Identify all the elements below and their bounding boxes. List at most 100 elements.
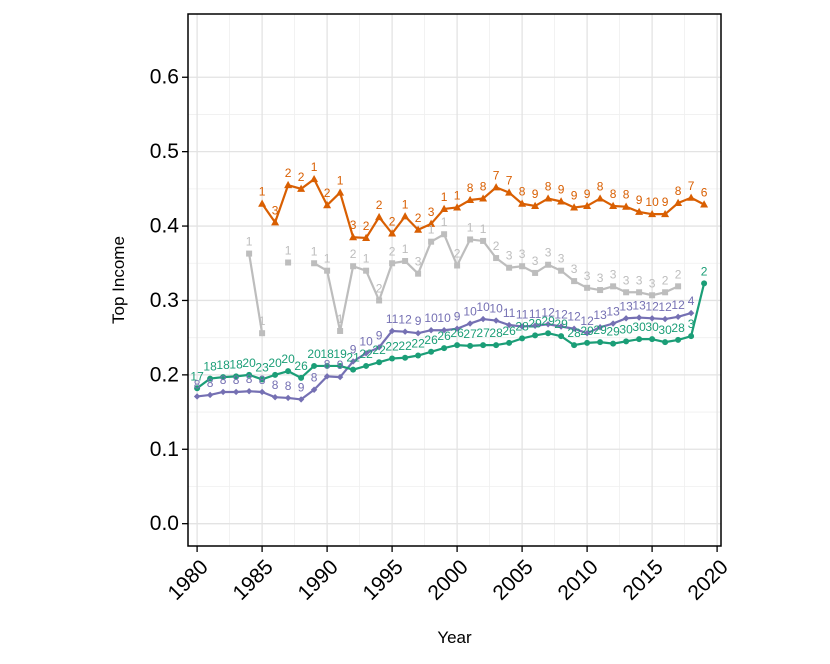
series-3	[193, 309, 695, 403]
data-point	[622, 315, 630, 322]
data-point	[675, 283, 682, 290]
data-label: 3	[688, 317, 695, 331]
x-tick-label: 1995	[359, 555, 408, 604]
data-point	[271, 393, 279, 401]
data-label: 26	[450, 326, 464, 340]
data-label: 30	[658, 323, 672, 337]
data-label: 2	[701, 264, 708, 278]
data-point	[311, 362, 318, 369]
series-1	[258, 174, 709, 241]
data-point	[440, 327, 448, 334]
data-label: 10	[645, 195, 659, 209]
data-label: 8	[675, 184, 682, 198]
data-label: 1	[285, 244, 292, 258]
data-label: 1	[402, 197, 409, 211]
data-label: 27	[463, 327, 477, 341]
data-label: 22	[411, 337, 425, 351]
data-point	[662, 289, 669, 296]
data-point	[570, 203, 579, 211]
data-label: 3	[610, 267, 617, 281]
data-point	[232, 388, 240, 396]
data-label: 23	[255, 360, 269, 374]
data-label: 11	[386, 312, 399, 326]
data-point	[272, 371, 279, 378]
data-point	[414, 330, 422, 337]
data-point	[349, 233, 358, 241]
data-point	[441, 345, 448, 352]
data-label: 13	[619, 299, 633, 313]
x-tick-label: 2005	[489, 555, 538, 604]
data-point	[649, 336, 656, 343]
data-label: 30	[645, 320, 659, 334]
data-point	[531, 322, 539, 329]
data-label: 9	[415, 314, 422, 328]
data-point	[388, 327, 396, 335]
data-label: 7	[493, 168, 500, 182]
data-point	[259, 330, 266, 337]
data-label: 1	[363, 252, 370, 266]
data-point	[284, 394, 292, 402]
data-point	[194, 385, 201, 392]
data-label: 8	[285, 379, 292, 393]
data-label: 1	[467, 220, 474, 234]
data-point	[311, 260, 318, 267]
data-point	[583, 201, 592, 209]
grid	[188, 14, 721, 546]
data-label: 9	[584, 187, 591, 201]
data-label: 12	[658, 300, 672, 314]
data-point	[363, 267, 370, 274]
data-point	[583, 330, 591, 337]
data-label: 28	[671, 321, 685, 335]
data-point	[414, 225, 423, 233]
data-label: 2	[493, 239, 500, 253]
data-point	[219, 388, 227, 396]
data-point	[402, 258, 409, 265]
data-point	[285, 368, 292, 375]
data-point	[336, 188, 345, 196]
data-point	[532, 332, 539, 339]
plot-panel-border	[187, 13, 722, 547]
y-axis-title: Top Income	[109, 236, 128, 324]
data-point	[557, 323, 565, 330]
data-label: 11	[516, 308, 529, 322]
data-point	[479, 315, 487, 323]
data-label: 17	[190, 369, 204, 383]
data-point	[622, 202, 631, 210]
data-label: 20	[281, 352, 295, 366]
data-label: 1	[337, 174, 344, 188]
data-point	[480, 237, 487, 244]
data-point	[363, 362, 370, 369]
data-point	[675, 336, 682, 343]
data-label: 3	[532, 254, 539, 268]
data-label: 8	[519, 185, 526, 199]
data-point	[233, 373, 240, 380]
data-label: 2	[350, 247, 357, 261]
data-point	[323, 373, 331, 380]
data-point	[389, 260, 396, 267]
data-label: 3	[584, 269, 591, 283]
data-point	[571, 278, 578, 285]
data-label: 12	[541, 305, 555, 319]
data-label: 8	[207, 376, 214, 390]
data-label: 20	[268, 356, 282, 370]
data-label: 12	[580, 314, 594, 328]
data-point	[635, 314, 643, 321]
data-point	[466, 195, 475, 204]
data-label: 22	[359, 347, 373, 361]
data-point	[519, 335, 526, 342]
x-tick-label: 2020	[684, 555, 733, 604]
data-point	[297, 184, 306, 192]
data-label: 3	[649, 276, 656, 290]
x-axis-title: Year	[437, 628, 472, 647]
data-point	[285, 259, 292, 266]
data-point	[441, 231, 448, 238]
data-point	[558, 333, 565, 340]
data-point	[635, 207, 644, 215]
data-label: 9	[662, 195, 669, 209]
data-label: 12	[567, 310, 581, 324]
data-label: 9	[350, 342, 357, 356]
data-point	[466, 320, 474, 327]
data-point	[505, 188, 514, 196]
data-label: 30	[619, 322, 633, 336]
data-label: 1	[454, 188, 461, 202]
